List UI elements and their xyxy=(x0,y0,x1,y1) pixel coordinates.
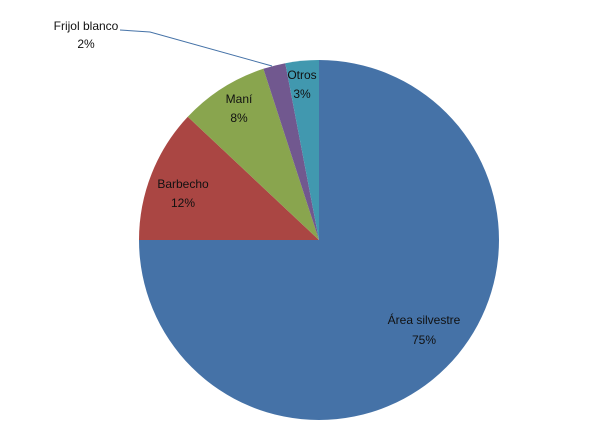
slice-label-mani-name: Maní xyxy=(226,92,253,106)
pie-slice-barbecho xyxy=(139,116,319,240)
slice-label-frijol-blanco-name: Frijol blanco xyxy=(54,19,119,33)
pie-labels: Área silvestre 75% Barbecho 12% Maní 8% … xyxy=(54,19,461,347)
pie-slice-mani xyxy=(187,68,319,240)
slice-label-mani-value: 8% xyxy=(230,111,248,125)
pie-slices xyxy=(139,60,499,420)
pie-slice-frijol-blanco xyxy=(263,63,319,240)
slice-label-barbecho-value: 12% xyxy=(171,196,195,210)
slice-label-otros-value: 3% xyxy=(293,87,311,101)
slice-label-frijol-blanco-value: 2% xyxy=(77,37,95,51)
pie-slice-otros xyxy=(285,60,319,240)
slice-label-otros-name: Otros xyxy=(287,68,316,82)
slice-label-area-silvestre-name: Área silvestre xyxy=(388,312,461,327)
slice-label-area-silvestre-value: 75% xyxy=(412,333,436,347)
slice-label-barbecho-name: Barbecho xyxy=(157,177,209,191)
leader-line-frijol-blanco xyxy=(119,29,273,67)
